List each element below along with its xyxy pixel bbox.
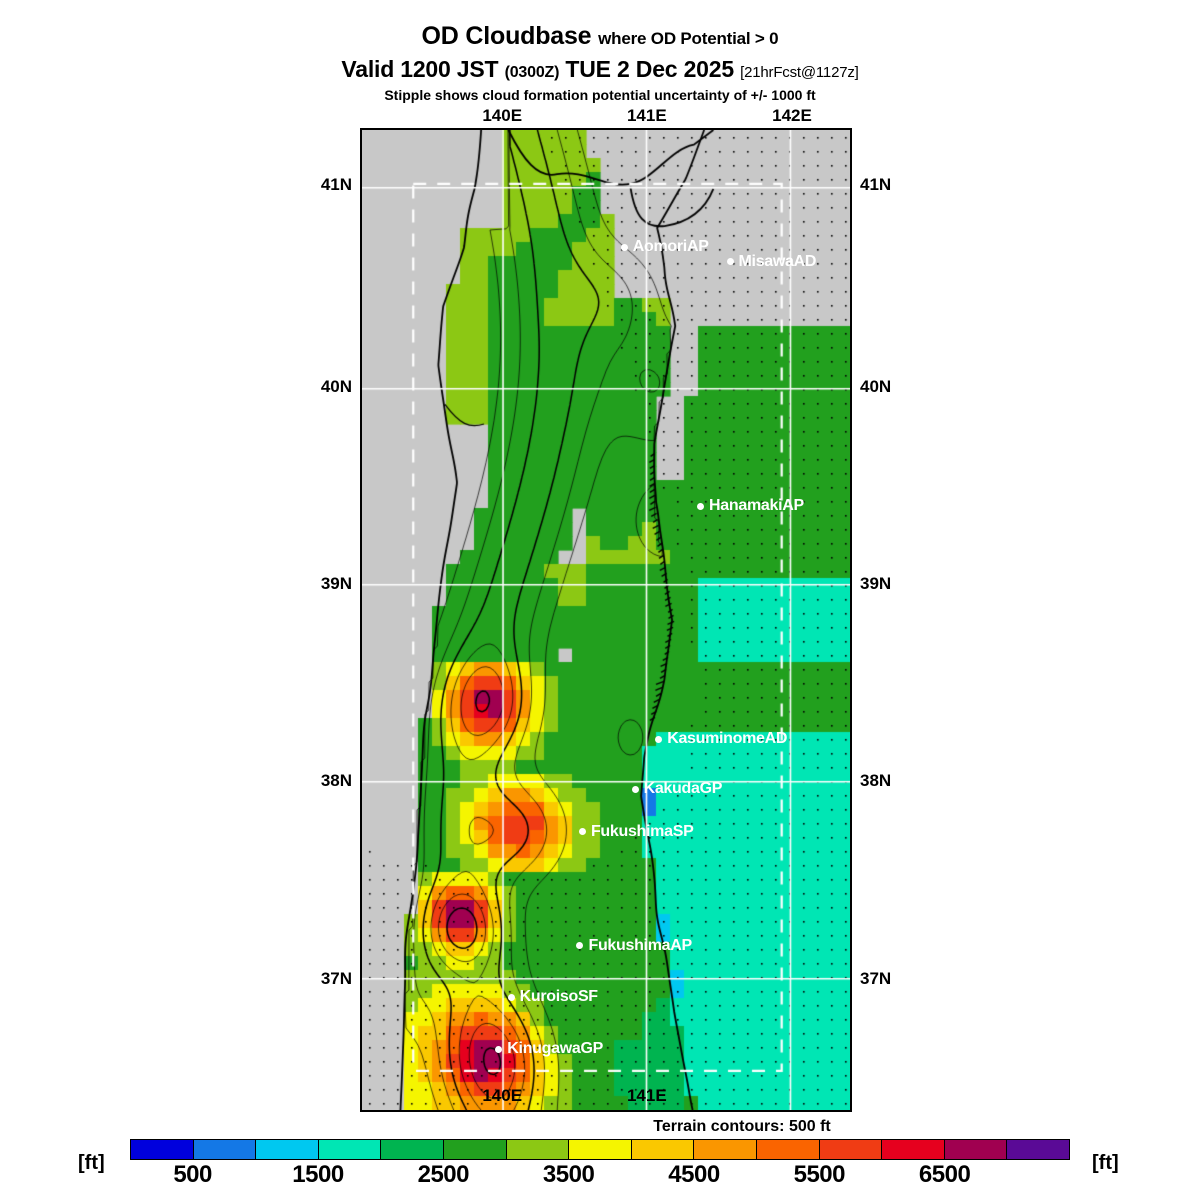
title-block: OD Cloudbase where OD Potential > 0 Vali…	[0, 22, 1200, 103]
colorbar-tick-1500: 1500	[292, 1161, 344, 1188]
lon-label-141E-bottom: 141E	[626, 1086, 667, 1105]
lat-label-41N-right: 41N	[860, 175, 892, 195]
station-marker-icon	[697, 502, 705, 510]
colorbar-segment-5[interactable]	[443, 1140, 507, 1159]
station-label: KakudaGP	[643, 780, 723, 798]
station-marker-icon	[620, 243, 628, 251]
colorbar-segment-14[interactable]	[1007, 1140, 1069, 1159]
valid-zulu: (0300Z)	[504, 64, 560, 81]
lat-label-40N-right: 40N	[860, 376, 892, 396]
lat-label-40N-left: 40N	[320, 376, 352, 396]
map-frame[interactable]	[360, 128, 852, 1112]
forecast-hour: [21hrFcst@1127z]	[740, 64, 859, 81]
valid-time-line: Valid 1200 JST (0300Z) TUE 2 Dec 2025 [2…	[0, 56, 1200, 83]
colorbar-segment-6[interactable]	[506, 1140, 570, 1159]
station-marker-icon	[495, 1045, 503, 1053]
lon-label-141E-top: 141E	[626, 106, 667, 125]
lat-label-38N-right: 38N	[860, 771, 892, 791]
station-marker-icon	[576, 942, 584, 950]
colorbar-segment-3[interactable]	[318, 1140, 382, 1159]
colorbar-tick-2500: 2500	[417, 1161, 470, 1188]
colorbar-unit-right: [ft]	[1092, 1152, 1119, 1174]
colorbar-tick-6500: 6500	[918, 1161, 971, 1188]
title-condition: where OD Potential > 0	[598, 29, 779, 48]
station-AomoriAP[interactable]: AomoriAP	[620, 238, 709, 256]
station-marker-icon	[726, 258, 734, 266]
colorbar-segment-1[interactable]	[193, 1140, 257, 1159]
station-KinugawaGP[interactable]: KinugawaGP	[495, 1040, 603, 1058]
station-label: KinugawaGP	[507, 1040, 603, 1058]
colorbar[interactable]	[130, 1139, 1070, 1160]
valid-date: TUE 2 Dec 2025	[565, 56, 734, 82]
station-marker-icon	[507, 993, 515, 1001]
lat-label-39N-left: 39N	[320, 573, 352, 593]
title-main: OD Cloudbase	[421, 22, 592, 50]
colorbar-tick-5500: 5500	[793, 1161, 846, 1188]
lat-label-39N-right: 39N	[860, 573, 892, 593]
map-raster	[362, 130, 850, 1110]
colorbar-segment-4[interactable]	[381, 1140, 444, 1159]
colorbar-segment-9[interactable]	[694, 1140, 757, 1159]
colorbar-unit-left: [ft]	[78, 1152, 105, 1174]
colorbar-segment-12[interactable]	[882, 1140, 945, 1159]
station-MisawaAD[interactable]: MisawaAD	[726, 252, 817, 271]
colorbar-segment-11[interactable]	[819, 1140, 883, 1159]
terrain-contour-note: Terrain contours: 500 ft	[653, 1118, 831, 1135]
lon-label-140E-bottom: 140E	[482, 1086, 523, 1105]
station-marker-icon	[631, 785, 639, 793]
colorbar-ticks: 500 1500 2500 3500 4500 5500 6500	[130, 1161, 1070, 1191]
map-container[interactable]: 140E 141E 142E 140E 141E 41N 40N 39N 38N 37N 41…	[321, 106, 891, 1112]
stipple-note: Stipple shows cloud formation potential …	[384, 87, 816, 103]
station-FukushimaAP[interactable]: FukushimaAP	[576, 936, 692, 955]
station-label: KasuminomeAD	[667, 730, 788, 748]
colorbar-tick-4500: 4500	[668, 1161, 720, 1188]
colorbar-tick-500: 500	[173, 1161, 212, 1188]
station-label: HanamakiAP	[709, 497, 804, 514]
station-KasuminomeAD[interactable]: KasuminomeAD	[655, 730, 787, 748]
valid-local: Valid 1200 JST	[341, 56, 499, 82]
page-title: OD Cloudbase where OD Potential > 0	[0, 22, 1200, 51]
colorbar-segment-2[interactable]	[256, 1140, 319, 1159]
lat-label-41N-left: 41N	[320, 175, 352, 195]
station-label: KuroisoSF	[519, 988, 599, 1006]
lon-label-140E-top: 140E	[482, 106, 523, 125]
station-HanamakiAP[interactable]: HanamakiAP	[697, 497, 804, 515]
station-marker-icon	[655, 735, 663, 743]
colorbar-tick-3500: 3500	[542, 1161, 595, 1188]
colorbar-segment-0[interactable]	[131, 1140, 194, 1159]
lat-label-37N-right: 37N	[860, 969, 892, 989]
station-KakudaGP[interactable]: KakudaGP	[631, 780, 723, 798]
station-label: AomoriAP	[632, 238, 709, 256]
lat-label-37N-left: 37N	[320, 969, 352, 989]
colorbar-segment-7[interactable]	[569, 1140, 632, 1159]
colorbar-segment-13[interactable]	[944, 1140, 1008, 1159]
station-marker-icon	[578, 828, 586, 836]
lat-label-38N-left: 38N	[320, 771, 352, 791]
colorbar-segment-10[interactable]	[756, 1140, 820, 1159]
station-label: FukushimaAP	[588, 936, 692, 954]
station-label: MisawaAD	[738, 252, 817, 270]
lon-label-142E-top: 142E	[772, 106, 812, 125]
station-KuroisoSF[interactable]: KuroisoSF	[507, 988, 599, 1006]
colorbar-segment-8[interactable]	[631, 1140, 695, 1159]
station-FukushimaSP[interactable]: FukushimaSP	[578, 822, 694, 841]
station-label: FukushimaSP	[590, 822, 694, 840]
